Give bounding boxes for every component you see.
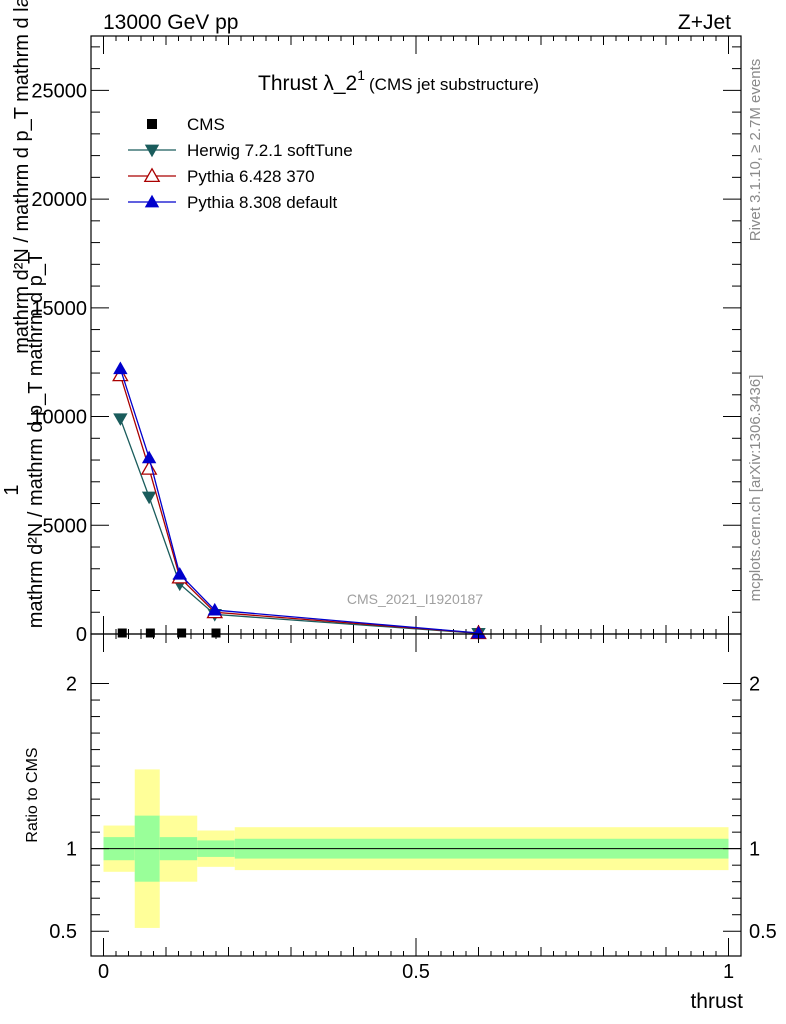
legend-marker xyxy=(147,119,157,129)
ratio-y-axis: 0.5 0.5 1 1 2 2 xyxy=(49,674,777,944)
x-tick-label: 0.5 xyxy=(402,961,430,983)
main-y-tick-label: 15000 xyxy=(31,298,87,320)
data-point xyxy=(145,628,155,638)
watermark: CMS_2021_I1920187 xyxy=(347,591,483,607)
legend-item: Pythia 8.308 default xyxy=(128,193,338,212)
series-3 xyxy=(113,361,486,639)
main-y-label-line-1: 1 xyxy=(1,484,23,495)
data-point xyxy=(112,366,129,382)
ratio-x-axis: 0 0.5 1 xyxy=(98,634,734,983)
legend-marker xyxy=(143,167,161,183)
main-x-axis-ticks xyxy=(103,36,729,634)
chart-title: Thrust λ_21 (CMS jet substructure) xyxy=(258,67,539,95)
ratio-panel-frame xyxy=(90,633,742,957)
data-point xyxy=(172,567,187,580)
header-left-label: 13000 GeV pp xyxy=(103,11,238,34)
ratio-y-tick-label: 0.5 xyxy=(49,921,77,943)
mcplots-label: mcplots.cern.ch [arXiv:1306.3436] xyxy=(747,375,764,602)
legend-label: Pythia 6.428 370 xyxy=(187,167,315,186)
ratio-panel: 0.5 0.51 12 2 0 0.5 1 Ratio to CMS thrust xyxy=(24,633,777,1013)
ratio-y-tick-label: 2 xyxy=(66,674,77,696)
ratio-y-tick-label-right: 1 xyxy=(749,839,760,861)
data-point xyxy=(471,625,486,639)
main-y-tick-label: 25000 xyxy=(31,80,87,102)
ratio-y-tick-label-right: 0.5 xyxy=(749,921,777,943)
chart-subtitle: (CMS jet substructure) xyxy=(369,75,539,94)
ratio-y-tick-label-right: 2 xyxy=(749,674,760,696)
main-panel: 0 5000 10000 15000 20000 25000 CMS_2021_I1920… xyxy=(31,35,742,646)
legend-item: CMS xyxy=(147,115,225,134)
data-point xyxy=(140,460,158,475)
legend-label: Herwig 7.2.1 softTune xyxy=(187,141,353,160)
legend-label: Pythia 8.308 default xyxy=(187,193,338,212)
main-y-label: 1 mathrm d²N / mathrm d p_T mathrm d p_T… xyxy=(1,0,47,628)
main-y-tick-label: 20000 xyxy=(31,189,87,211)
main-y-tick-label: 10000 xyxy=(31,407,87,429)
series-layer xyxy=(112,361,487,641)
data-point xyxy=(141,450,157,464)
data-point xyxy=(211,628,221,638)
x-axis-label: thrust xyxy=(690,990,743,1013)
ratio-y-label: Ratio to CMS xyxy=(24,747,41,842)
main-y-tick-label: 0 xyxy=(76,624,87,646)
legend: CMS Herwig 7.2.1 softTune Pythia 6.428 370… xyxy=(128,115,353,212)
chart-title-superscript: 1 xyxy=(357,67,365,83)
legend-item: Pythia 6.428 370 xyxy=(128,167,315,186)
data-point xyxy=(207,602,222,616)
header-right-label: Z+Jet xyxy=(678,11,731,34)
chart-title-main: Thrust λ_2 xyxy=(258,72,357,95)
main-y-axis: 0 5000 10000 15000 20000 25000 xyxy=(31,46,741,646)
main-y-tick-label: 5000 xyxy=(43,515,88,537)
rivet-label: Rivet 3.1.10, ≥ 2.7M events xyxy=(747,59,764,242)
data-point xyxy=(177,628,187,638)
data-point xyxy=(113,413,128,426)
legend-marker xyxy=(144,194,160,208)
x-tick-label: 0 xyxy=(98,961,109,983)
ratio-y-tick-label: 1 xyxy=(66,839,77,861)
data-point xyxy=(141,491,157,505)
legend-item: Herwig 7.2.1 softTune xyxy=(128,141,353,160)
x-tick-label: 1 xyxy=(723,961,734,983)
main-y-label-line-3: mathrm d²N / mathrm d p_T mathrm d lambd… xyxy=(11,0,33,354)
data-point xyxy=(117,628,127,638)
data-point xyxy=(113,361,128,375)
main-y-label-line-2: mathrm d²N / mathrm d p_T mathrm d p_T xyxy=(25,252,47,628)
legend-marker xyxy=(144,144,160,158)
legend-label: CMS xyxy=(187,115,225,134)
